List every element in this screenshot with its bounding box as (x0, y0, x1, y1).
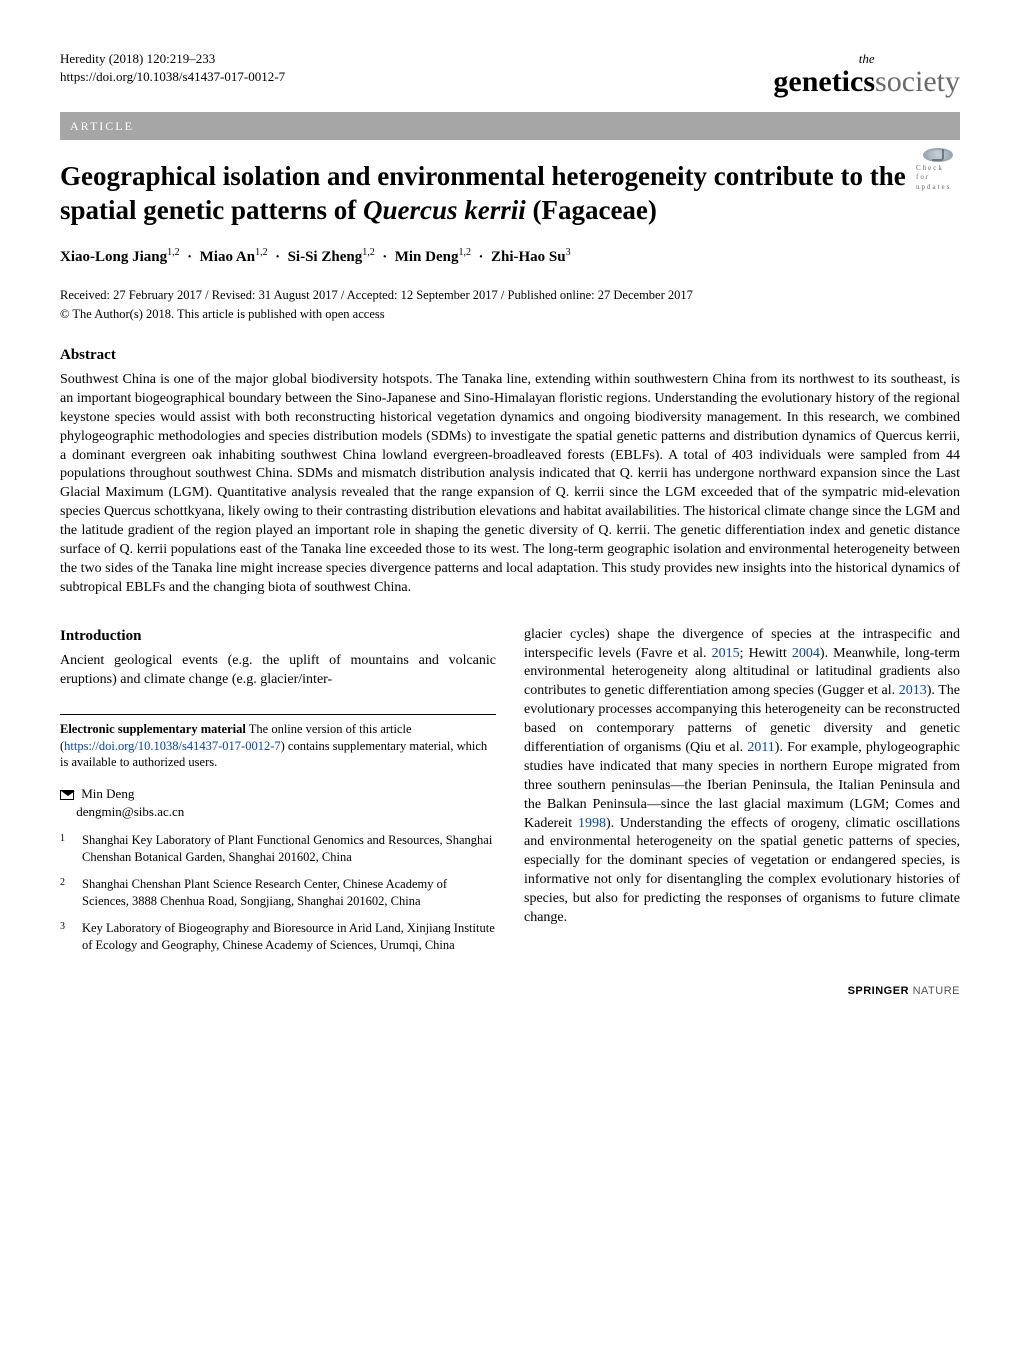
abstract-heading: Abstract (60, 345, 960, 365)
corr-email: dengmin@sibs.ac.cn (76, 804, 184, 819)
author: Miao An (200, 249, 255, 265)
intro-paragraph-left: Ancient geological events (e.g. the upli… (60, 652, 496, 690)
author-aff: 1,2 (255, 247, 268, 258)
left-column: Introduction Ancient geological events (… (60, 626, 496, 964)
page-header: Heredity (2018) 120:219–233 https://doi.… (60, 50, 960, 102)
cite-year[interactable]: 2004 (792, 646, 820, 661)
envelope-icon (60, 790, 74, 800)
title-species: Quercus kerrii (363, 195, 526, 225)
article-type-label: ARTICLE (70, 119, 134, 133)
affiliation-text: Key Laboratory of Biogeography and Biore… (82, 920, 496, 954)
author-aff: 1,2 (458, 247, 471, 258)
affiliation-num: 1 (60, 832, 72, 866)
check-updates-icon (923, 148, 953, 162)
title-post: (Fagaceae) (526, 195, 657, 225)
affiliation-item: 3 Key Laboratory of Biogeography and Bio… (60, 920, 496, 954)
right-column: glacier cycles) shape the divergence of … (524, 626, 960, 964)
footer-bold: SPRINGER (848, 985, 909, 997)
author-aff: 3 (566, 247, 571, 258)
author-aff: 1,2 (362, 247, 375, 258)
affiliation-num: 2 (60, 876, 72, 910)
intro-r-t6: ). Understanding the effects of orogeny,… (524, 816, 960, 925)
corresponding-author: Min Deng dengmin@sibs.ac.cn (60, 785, 496, 820)
article-history: Received: 27 February 2017 / Revised: 31… (60, 287, 960, 304)
affiliation-item: 2 Shanghai Chenshan Plant Science Resear… (60, 876, 496, 910)
footer-thin: NATURE (909, 985, 960, 997)
article-type-bar: ARTICLE Check for updates (60, 112, 960, 140)
affiliation-item: 1 Shanghai Key Laboratory of Plant Funct… (60, 832, 496, 866)
abstract-body: Southwest China is one of the major glob… (60, 371, 960, 598)
check-updates-badge[interactable]: Check for updates (916, 148, 960, 192)
cite-year[interactable]: 2013 (899, 683, 927, 698)
logo-sub: society (875, 65, 960, 98)
affiliation-text: Shanghai Chenshan Plant Science Research… (82, 876, 496, 910)
intro-paragraph-right: glacier cycles) shape the divergence of … (524, 626, 960, 928)
author: Si-Si Zheng (288, 249, 363, 265)
author-list: Xiao-Long Jiang1,2 · Miao An1,2 · Si-Si … (60, 246, 960, 267)
license-line: © The Author(s) 2018. This article is pu… (60, 306, 960, 323)
cite-year[interactable]: 2015 (712, 646, 740, 661)
esm-link[interactable]: https://doi.org/10.1038/s41437-017-0012-… (64, 739, 280, 753)
affiliation-text: Shanghai Key Laboratory of Plant Functio… (82, 832, 496, 866)
introduction-heading: Introduction (60, 626, 496, 646)
corr-name: Min Deng (81, 786, 134, 801)
affiliation-list: 1 Shanghai Key Laboratory of Plant Funct… (60, 832, 496, 953)
article-title: Geographical isolation and environmental… (60, 160, 960, 228)
cite-year[interactable]: 1998 (578, 816, 606, 831)
affiliation-num: 3 (60, 920, 72, 954)
journal-ref-text: Heredity (2018) 120:219–233 (60, 51, 215, 66)
check-updates-text: Check for updates (916, 164, 960, 192)
cite-year[interactable]: 2011 (747, 740, 774, 755)
doi-text: https://doi.org/10.1038/s41437-017-0012-… (60, 68, 285, 86)
esm-divider (60, 714, 496, 715)
journal-reference: Heredity (2018) 120:219–233 https://doi.… (60, 50, 285, 85)
two-column-body: Introduction Ancient geological events (… (60, 626, 960, 964)
esm-note: Electronic supplementary material The on… (60, 721, 496, 772)
logo-main: genetics (773, 65, 875, 98)
author: Min Deng (395, 249, 459, 265)
esm-bold: Electronic supplementary material (60, 722, 246, 736)
author: Xiao-Long Jiang (60, 249, 167, 265)
intro-r-t2: ; Hewitt (740, 646, 792, 661)
author-aff: 1,2 (167, 247, 180, 258)
journal-logo: the geneticssociety (773, 50, 960, 102)
author: Zhi-Hao Su (491, 249, 566, 265)
publisher-footer: SPRINGER NATURE (60, 984, 960, 999)
